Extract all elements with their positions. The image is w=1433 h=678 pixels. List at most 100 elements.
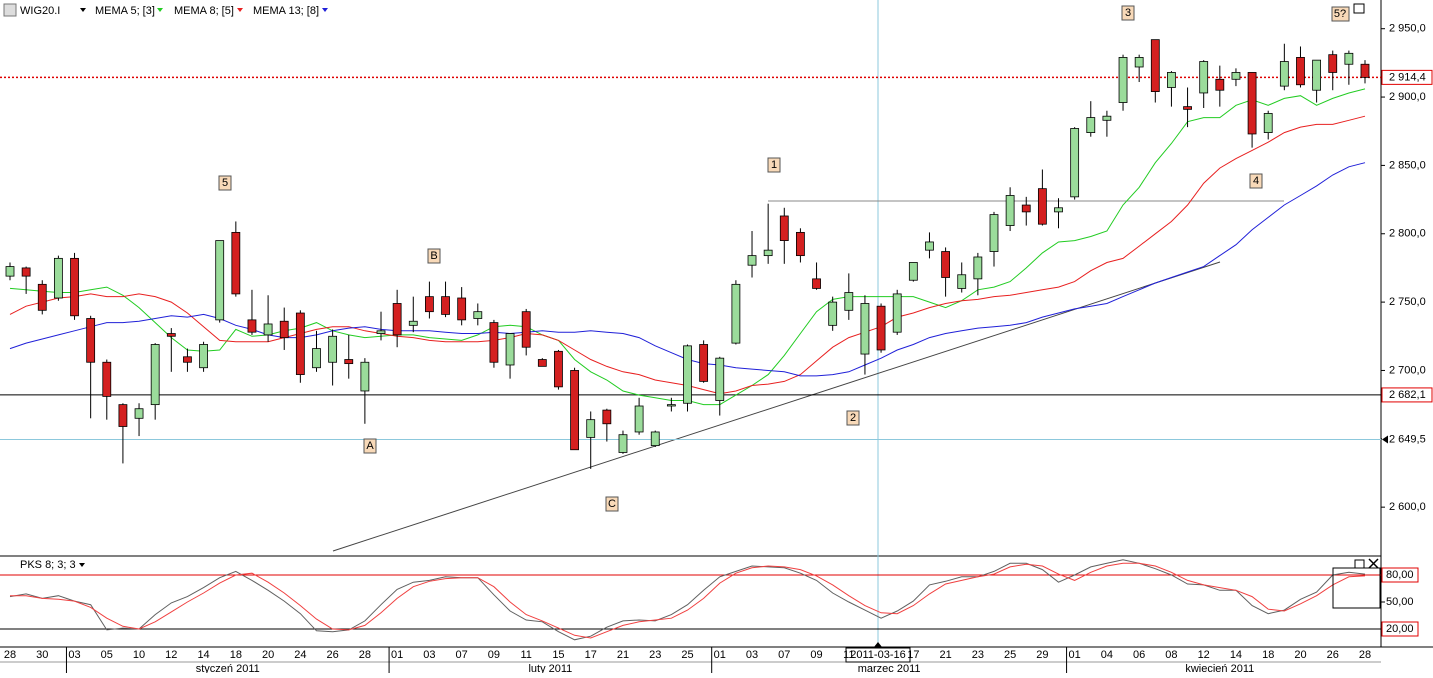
candle-body — [1344, 52, 1354, 65]
annotation: 4 — [1253, 175, 1259, 187]
x-tick-label: 01 — [391, 649, 403, 661]
dropdown-arrow[interactable] — [79, 563, 85, 567]
candle-body — [715, 357, 725, 401]
level-label-box — [1381, 567, 1419, 583]
candle-body — [312, 348, 321, 369]
x-tick-label: 23 — [972, 649, 984, 661]
candle-body — [618, 434, 628, 453]
candle-body — [183, 356, 192, 363]
candle-body — [21, 267, 31, 277]
candle-body — [828, 301, 838, 326]
candle-body — [1054, 207, 1063, 213]
annotation-box — [363, 438, 377, 454]
candle-body — [1231, 72, 1241, 80]
candle-body — [763, 249, 773, 257]
month-label: marzec 2011 — [858, 663, 921, 673]
candle-body — [1021, 204, 1031, 213]
x-tick-label: 03 — [423, 649, 435, 661]
x-tick-label: 12 — [165, 649, 177, 661]
candle-body — [360, 361, 370, 392]
legend-entry[interactable]: MEMA 13; [8] — [253, 5, 319, 17]
x-tick-label: 01 — [714, 649, 726, 661]
x-tick-label: 20 — [1294, 649, 1306, 661]
candle-body — [699, 344, 709, 382]
candle-body — [860, 303, 870, 355]
annotation: 1 — [771, 159, 777, 171]
x-tick-label: 03 — [68, 649, 80, 661]
candle-body — [779, 215, 789, 241]
annotation: 5 — [222, 177, 228, 189]
candle-body — [650, 431, 660, 447]
candle-body — [376, 330, 386, 334]
annotation-box — [605, 496, 619, 512]
annotation: A — [366, 440, 374, 452]
chart-icon[interactable] — [3, 3, 17, 17]
candle-body — [102, 361, 112, 397]
candle-body — [941, 251, 950, 278]
y-tick-label: 80,00 — [1386, 569, 1414, 581]
candle-body — [1263, 113, 1273, 133]
candle-body — [263, 323, 273, 336]
level-label-box — [1381, 621, 1419, 637]
x-tick-label: 21 — [939, 649, 951, 661]
annotation-box — [427, 248, 441, 264]
candle-body — [408, 320, 418, 326]
candle-body — [1296, 57, 1305, 86]
y-tick-label: 2 950,0 — [1389, 23, 1426, 35]
candle-body — [1183, 106, 1192, 110]
maximize-button[interactable] — [1354, 559, 1365, 569]
dropdown-arrow[interactable] — [157, 8, 163, 12]
annotation-box — [846, 410, 860, 426]
x-tick-label: 24 — [294, 649, 306, 661]
candle-body — [876, 305, 886, 351]
selection-box — [1332, 567, 1381, 609]
maximize-button[interactable] — [1353, 3, 1365, 14]
x-tick-label: 09 — [488, 649, 500, 661]
y-tick-label: 2 750,0 — [1389, 296, 1426, 308]
price-label: 2 914,4 — [1389, 71, 1426, 83]
candle-body — [344, 359, 354, 365]
x-tick-label: 03 — [746, 649, 758, 661]
candle-body — [1199, 61, 1209, 94]
candle-body — [1150, 39, 1160, 92]
candles-layer — [5, 39, 1370, 469]
x-tick-label: 14 — [197, 649, 209, 661]
candle-body — [1118, 57, 1128, 103]
annotation: B — [430, 250, 437, 262]
dropdown-arrow[interactable] — [237, 8, 243, 12]
price-label: 2 682,1 — [1389, 389, 1426, 401]
candle-body — [908, 262, 918, 281]
annotation-box — [767, 157, 781, 173]
legend-entry[interactable]: MEMA 5; [3] — [95, 5, 155, 17]
candle-body — [1279, 61, 1289, 87]
x-tick-label: 11 — [843, 649, 854, 661]
candle-body — [634, 405, 644, 433]
candle-body — [1215, 78, 1225, 91]
candle-body — [231, 231, 241, 295]
x-tick-label: 08 — [1165, 649, 1177, 661]
annotation: C — [608, 498, 616, 510]
dropdown-arrow[interactable] — [80, 8, 86, 12]
x-tick-label: 11 — [520, 649, 531, 661]
price-label-box — [1381, 69, 1433, 85]
candle-body — [199, 344, 208, 369]
dropdown-arrow[interactable] — [322, 8, 328, 12]
candle-body — [973, 256, 983, 280]
candle-body — [1312, 59, 1322, 91]
x-tick-label: 20 — [262, 649, 274, 661]
price-label: 2 649,5 — [1389, 433, 1426, 445]
x-tick-label: 23 — [649, 649, 661, 661]
close-button[interactable] — [1368, 558, 1379, 569]
crosshair-date: 2011-03-16 — [850, 649, 905, 661]
annotation: 2 — [850, 412, 856, 424]
candle-body — [37, 283, 47, 311]
y-tick-label: 2 850,0 — [1389, 159, 1426, 171]
candle-body — [554, 350, 563, 388]
candle-body — [70, 257, 79, 317]
x-tick-label: 06 — [1133, 649, 1145, 661]
trend-line — [332, 261, 1221, 552]
y-tick-label: 2 600,0 — [1389, 501, 1426, 513]
legend-entry[interactable]: MEMA 8; [5] — [174, 5, 234, 17]
candle-body — [425, 296, 434, 313]
